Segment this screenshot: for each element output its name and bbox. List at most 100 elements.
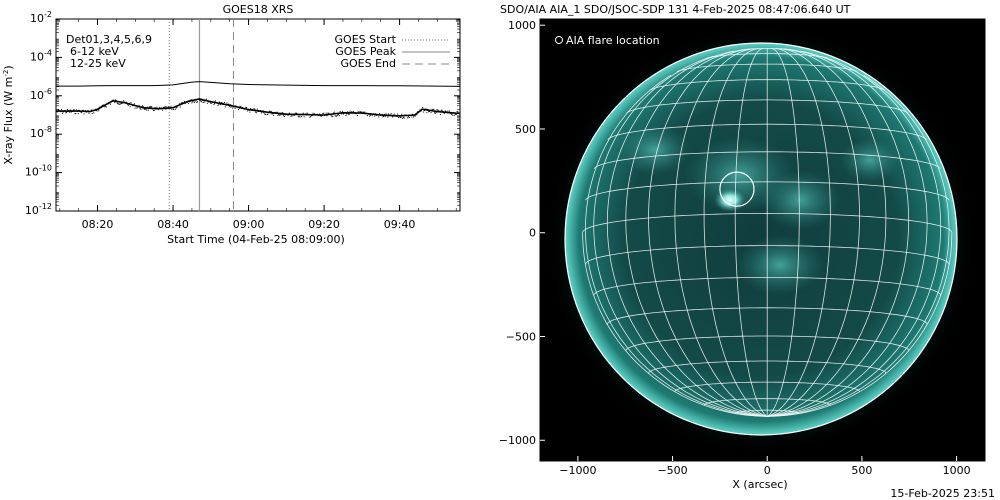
noise-point [73, 109, 75, 111]
noise-point [380, 114, 382, 116]
image-legend: AIA flare location [555, 34, 660, 47]
noise-point [264, 113, 266, 115]
active-region [760, 170, 840, 230]
noise-point [258, 110, 260, 111]
noise-point [156, 106, 158, 108]
noise-point [398, 115, 400, 117]
x-tick-label: 09:40 [384, 218, 416, 231]
noise-point [105, 105, 107, 107]
noise-point [433, 108, 435, 110]
noise-point [304, 113, 306, 115]
noise-point [384, 113, 385, 115]
noise-point [79, 110, 81, 112]
noise-point [352, 112, 353, 114]
noise-point [369, 115, 371, 117]
x-axis-ticks: 08:20 08:40 09:00 09:20 09:40 [59, 19, 457, 231]
noise-point [250, 108, 252, 110]
noise-point [288, 112, 290, 114]
noise-point [233, 106, 234, 108]
noise-point [165, 108, 167, 110]
noise-point [254, 108, 256, 110]
image-y-tick-label: 1000 [508, 19, 536, 32]
noise-point [94, 110, 96, 112]
noise-point [179, 106, 181, 108]
noise-point [81, 110, 83, 112]
noise-point [327, 112, 329, 114]
noise-point [443, 112, 445, 114]
image-y-tick-label: 500 [515, 123, 536, 136]
noise-point [383, 116, 385, 117]
noise-point [71, 111, 73, 112]
noise-point [319, 113, 321, 115]
noise-point [85, 111, 87, 113]
noise-point [422, 107, 424, 108]
noise-point [389, 114, 391, 116]
noise-point [124, 102, 126, 103]
noise-point [203, 100, 205, 102]
noise-point [377, 114, 379, 116]
noise-point [214, 100, 216, 102]
legend-detectors: Det01,3,4,5,6,9 [66, 33, 152, 46]
noise-point [306, 113, 307, 115]
noise-point [262, 110, 264, 112]
noise-point [110, 103, 112, 105]
noise-point [129, 106, 131, 108]
noise-point [236, 106, 238, 108]
noise-point [159, 108, 161, 109]
longitude-line [703, 48, 768, 417]
noise-point [263, 112, 265, 114]
noise-point [345, 114, 347, 116]
noise-point [314, 113, 316, 115]
noise-point [364, 111, 366, 113]
noise-point [121, 102, 123, 104]
noise-point [434, 112, 436, 114]
y-tick-label: 10-2 [30, 10, 52, 25]
image-x-tick-label: −1000 [559, 464, 596, 477]
noise-point [201, 99, 203, 101]
noise-point [418, 112, 419, 114]
noise-point [193, 102, 195, 103]
noise-point [376, 114, 378, 116]
legend-goes-peak: GOES Peak [335, 45, 396, 58]
noise-point [237, 106, 239, 108]
noise-point [343, 113, 344, 115]
noise-point [217, 105, 219, 107]
noise-point [452, 114, 454, 116]
noise-point [112, 99, 114, 101]
noise-point [188, 103, 190, 105]
chart-title: GOES18 XRS [223, 3, 294, 16]
noise-point [400, 117, 402, 118]
noise-point [230, 106, 232, 108]
noise-point [301, 114, 303, 116]
noise-point [310, 115, 312, 117]
y-tick-label: 10-12 [25, 202, 52, 217]
noise-point [295, 112, 297, 114]
noise-point [448, 112, 450, 114]
active-region [620, 125, 690, 175]
noise-point [77, 110, 78, 112]
noise-point [134, 107, 136, 109]
longitude-line [767, 232, 953, 417]
noise-point [128, 102, 130, 104]
noise-point [410, 114, 412, 116]
noise-point [180, 102, 182, 104]
noise-point [277, 115, 279, 117]
noise-point [148, 106, 150, 108]
noise-point [298, 115, 300, 117]
noise-point [249, 111, 251, 113]
noise-point [173, 108, 174, 110]
noise-point [405, 114, 407, 116]
noise-point [260, 112, 262, 114]
noise-point [169, 107, 171, 109]
noise-point [133, 103, 135, 105]
longitude-line [648, 48, 768, 417]
x-tick-label: 08:20 [82, 218, 114, 231]
noise-point [284, 114, 286, 116]
noise-point [396, 115, 398, 117]
y-axis-label: X-ray Flux (W m-2) [2, 65, 15, 164]
detector-legend: Det01,3,4,5,6,9 6-12 keV 12-25 keV [66, 33, 152, 70]
noise-point [285, 113, 287, 115]
longitude-line [625, 49, 768, 417]
noise-point [63, 110, 65, 112]
noise-point [333, 112, 335, 114]
